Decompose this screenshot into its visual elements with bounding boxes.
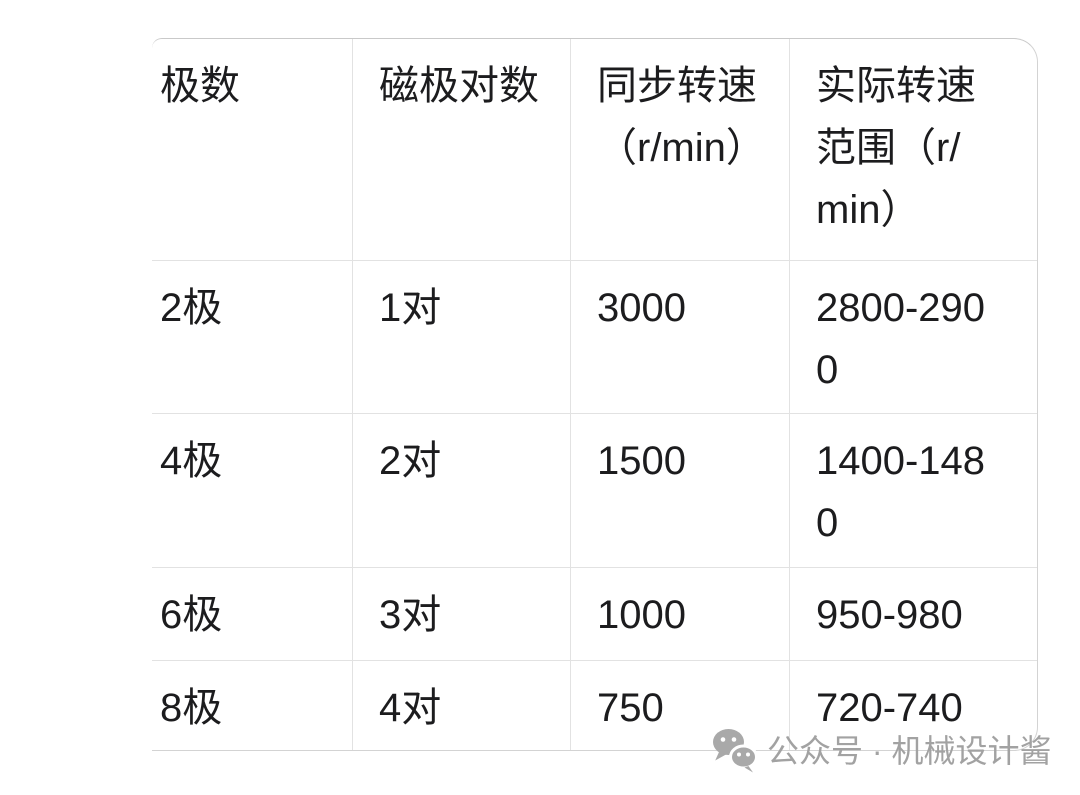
cell-r4-pole-pairs: 4对 bbox=[353, 661, 571, 750]
cell-r3-pole-pairs: 3对 bbox=[353, 568, 571, 661]
cell-r1-actual-speed: 2800-290 0 bbox=[790, 261, 1037, 414]
wechat-icon bbox=[712, 728, 756, 775]
cell-r2-poles: 4极 bbox=[152, 414, 353, 568]
cell-r1-pole-pairs: 1对 bbox=[353, 261, 571, 414]
header-cell-pole-pairs: 磁极对数 bbox=[353, 39, 571, 261]
cell-r1-poles: 2极 bbox=[152, 261, 353, 414]
header-cell-sync-speed: 同步转速 （r/min） bbox=[571, 39, 790, 261]
watermark-text: 公众号 · 机械设计酱 bbox=[767, 733, 1052, 769]
cell-r3-poles: 6极 bbox=[152, 568, 353, 661]
cell-r3-sync-speed: 1000 bbox=[571, 568, 790, 661]
watermark: 公众号 · 机械设计酱 bbox=[712, 727, 1051, 775]
cell-r3-actual-speed: 950-980 bbox=[790, 568, 1037, 661]
header-cell-poles: 极数 bbox=[152, 39, 353, 261]
cell-r2-actual-speed: 1400-148 0 bbox=[790, 414, 1037, 568]
cell-r2-pole-pairs: 2对 bbox=[353, 414, 571, 568]
cell-r4-actual-speed: 720-740 bbox=[816, 686, 963, 730]
cell-r2-sync-speed: 1500 bbox=[571, 414, 790, 568]
speed-table: 极数 磁极对数 同步转速 （r/min） 实际转速 范围（r/ min） 2极 … bbox=[152, 38, 1038, 751]
cell-r1-sync-speed: 3000 bbox=[571, 261, 790, 414]
cell-r4-sync-speed: 750 bbox=[571, 661, 790, 750]
cell-r4-poles: 8极 bbox=[152, 661, 353, 750]
header-cell-actual-speed: 实际转速 范围（r/ min） bbox=[790, 39, 1037, 261]
